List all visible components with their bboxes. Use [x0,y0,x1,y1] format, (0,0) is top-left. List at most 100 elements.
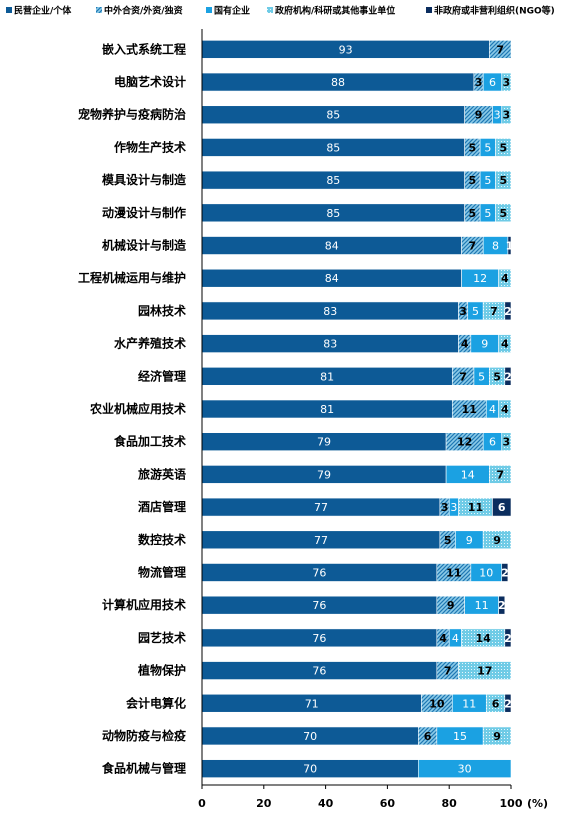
bar-segment [458,661,512,680]
bar-segment [495,170,512,190]
data-label: 88 [331,76,345,89]
category-label: 动物防疫与检疫 [102,728,186,743]
x-tick-label: 80 [442,797,458,810]
data-label: 6 [492,697,500,710]
data-label: 81 [320,370,334,383]
data-label: 9 [481,338,488,351]
data-label: 76 [312,566,326,579]
data-label: 83 [323,338,337,351]
category-label: 电脑艺术设计 [114,74,186,89]
bar-segment [495,203,512,223]
data-label: 11 [462,403,477,416]
data-label: 6 [424,730,432,743]
data-label: 9 [493,730,501,743]
data-label: 76 [312,665,326,678]
legend-label: 国有企业 [214,5,250,17]
data-label: 10 [429,697,445,710]
data-label: 11 [475,599,489,612]
bar-segment [489,40,512,59]
data-label: 2 [504,697,512,710]
data-label: 5 [499,174,507,187]
data-label: 70 [303,730,317,743]
data-label: 81 [320,403,334,416]
bar-segment [501,563,509,582]
bar-segment [501,105,512,125]
category-label: 食品加工技术 [113,434,186,449]
data-label: 7 [496,43,504,56]
data-label: 15 [453,730,467,743]
x-tick-label: 20 [256,797,272,810]
data-label: 17 [477,665,492,678]
legend-label: 民营企业/个体 [14,5,72,17]
data-label: 5 [469,141,477,154]
data-label: 3 [475,76,483,89]
legend-label: 政府机构/科研或其他事业单位 [275,5,395,17]
category-label: 动漫设计与制作 [102,205,186,220]
category-label: 作物生产技术 [114,139,186,154]
category-label: 工程机械运用与维护 [78,270,186,285]
data-label: 7 [490,305,498,318]
data-label: 2 [504,370,512,383]
data-label: 6 [489,436,496,449]
data-label: 4 [489,403,496,416]
category-label: 食品机械与管理 [101,761,186,776]
data-label: 9 [447,599,455,612]
data-label: 85 [326,141,340,154]
legend-label: 中外合资/外资/独资 [104,5,183,17]
data-label: 12 [473,272,487,285]
category-label: 宠物养护与疫病防治 [78,107,186,122]
data-label: 85 [326,207,340,220]
data-label: 6 [498,501,506,514]
data-label: 11 [446,566,461,579]
bar-segment [504,693,512,713]
data-label: 3 [503,436,511,449]
bar-segment [504,367,512,386]
data-label: 8 [492,240,499,253]
data-label: 5 [472,305,479,318]
data-label: 3 [441,501,449,514]
data-label: 11 [468,501,483,514]
bar-segment [501,72,512,92]
category-label: 经济管理 [138,368,186,383]
x-axis: 0 20 40 60 80 100 (%) [198,29,548,810]
data-label: 11 [462,697,476,710]
bar-segment [482,726,512,746]
bar-segment [507,236,512,255]
data-label: 10 [479,566,493,579]
bar-segment [504,301,512,321]
category-label: 园艺技术 [138,630,186,645]
category-label: 酒店管理 [138,499,186,514]
category-label: 园林技术 [138,303,186,318]
x-tick-label: 40 [318,797,334,810]
data-label: 5 [499,141,507,154]
data-label: 9 [466,534,473,547]
data-label: 3 [459,305,467,318]
category-label: 计算机应用技术 [102,597,186,612]
data-label: 9 [493,534,501,547]
data-label: 2 [498,599,506,612]
data-label: 4 [439,632,447,645]
bar-segment [482,530,512,550]
data-label: 85 [326,174,340,187]
data-label: 77 [314,534,328,547]
data-label: 83 [323,305,337,318]
data-label: 4 [501,338,509,351]
data-label: 5 [444,534,452,547]
legend-swatch [96,7,102,13]
bar-segment [498,268,512,288]
bars: 93 788 3 6 385 9 3 385 5 5 585 5 5 585 5 5 584 7 8 184 12 483… [201,40,513,778]
data-label: 5 [484,141,491,154]
data-label: 2 [501,566,509,579]
data-label: 70 [303,763,317,776]
bar-segment [417,759,512,778]
bar-segment [489,465,512,484]
category-label: 农业机械应用技术 [89,401,186,416]
x-axis-unit: (%) [527,797,548,810]
legend: 民营企业/个体 中外合资/外资/独资 国有企业 政府机构/科研或其他事业单位 非政府或非… [6,5,555,17]
data-label: 77 [314,501,328,514]
legend-swatch [426,7,432,13]
legend-swatch [267,7,273,13]
data-label: 7 [459,370,467,383]
data-label: 76 [312,599,326,612]
x-tick-label: 0 [198,797,206,810]
